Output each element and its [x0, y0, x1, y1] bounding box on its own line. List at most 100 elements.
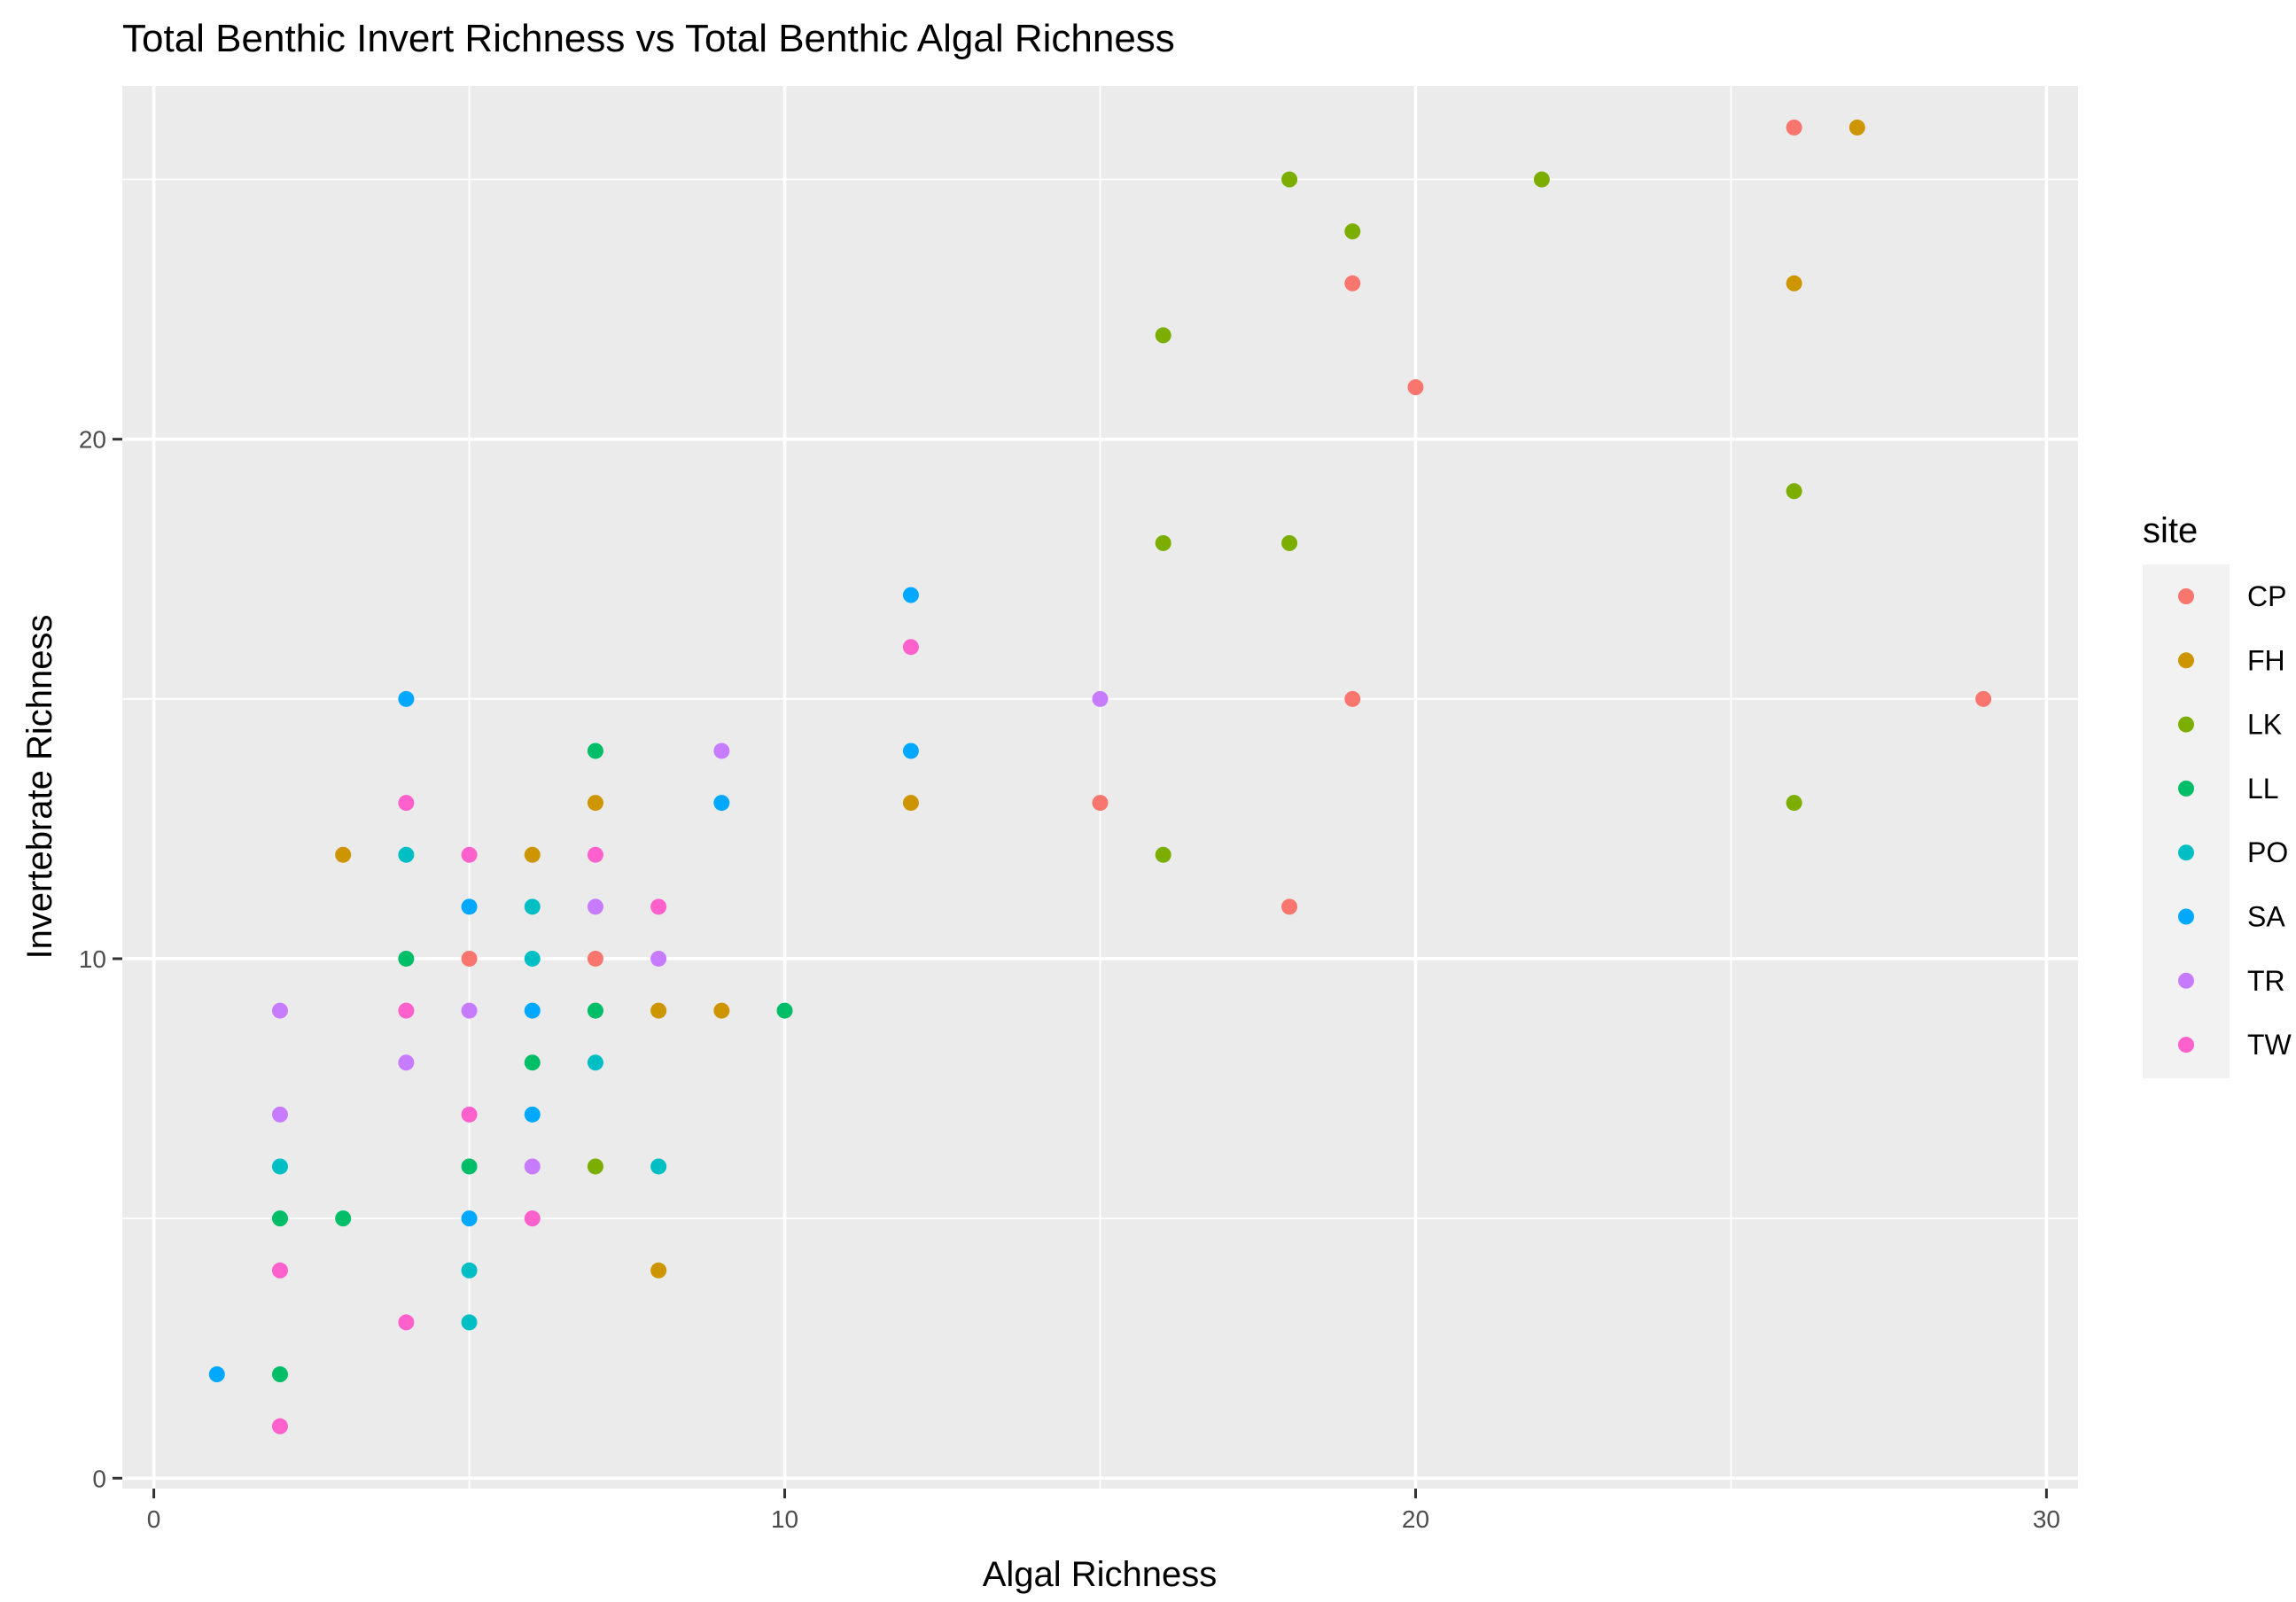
data-point-tw [398, 1314, 415, 1331]
legend-key-sa [2178, 908, 2194, 925]
minor-gridlines [122, 86, 2078, 1489]
data-point-lk [1786, 795, 1802, 812]
data-point-tr [398, 1054, 415, 1071]
data-point-ll [271, 1366, 288, 1383]
legend-key-tr [2178, 972, 2194, 989]
data-point-fh [524, 846, 541, 863]
legend-label-tr: TR [2247, 965, 2285, 997]
y-axis: 0 10 20 [79, 426, 122, 1492]
data-point-sa [461, 898, 478, 915]
data-point-cp [1786, 119, 1802, 136]
data-point-fh [650, 1262, 667, 1279]
data-point-tw [902, 639, 919, 656]
data-point-tw [398, 1002, 415, 1019]
legend-label-tw: TW [2247, 1029, 2292, 1061]
legend-key-fh [2178, 652, 2194, 669]
y-tick-label: 10 [79, 945, 106, 973]
data-point-lk [1344, 223, 1361, 240]
data-point-po [587, 1054, 603, 1071]
data-point-sa [398, 690, 415, 707]
data-point-cp [461, 950, 478, 967]
x-tick-label: 20 [1402, 1505, 1429, 1533]
data-point-cp [1344, 275, 1361, 292]
legend-label-po: PO [2247, 836, 2288, 868]
data-point-tw [461, 1106, 478, 1123]
data-point-cp [1281, 898, 1298, 915]
data-point-sa [524, 1002, 541, 1019]
x-axis-title: Algal Richness [983, 1555, 1218, 1594]
legend-title: site [2143, 511, 2198, 550]
data-point-tw [398, 795, 415, 812]
x-tick-label: 30 [2033, 1505, 2060, 1533]
legend-label-cp: CP [2247, 580, 2286, 612]
data-point-tw [461, 846, 478, 863]
data-point-sa [713, 795, 730, 812]
data-point-tr [650, 950, 667, 967]
legend-key-lk [2178, 716, 2194, 733]
legend-label-sa: SA [2247, 901, 2285, 933]
data-point-sa [208, 1366, 225, 1383]
data-point-ll [776, 1002, 793, 1019]
data-point-lk [1155, 534, 1171, 551]
legend-key-po [2178, 844, 2194, 861]
data-point-fh [335, 846, 352, 863]
data-point-po [524, 950, 541, 967]
data-point-lk [1786, 483, 1802, 500]
data-point-lk [1281, 534, 1298, 551]
data-point-ll [271, 1210, 288, 1227]
data-point-tw [587, 846, 603, 863]
data-point-ll [335, 1210, 352, 1227]
legend-key-cp [2178, 588, 2194, 604]
y-tick-label: 20 [79, 426, 106, 454]
data-points [208, 119, 1992, 1435]
data-point-tr [1092, 690, 1109, 707]
legend-key-ll [2178, 780, 2194, 797]
data-point-fh [713, 1002, 730, 1019]
major-gridlines [122, 86, 2078, 1489]
data-point-po [398, 846, 415, 863]
data-point-cp [1975, 690, 1992, 707]
data-point-sa [461, 1210, 478, 1227]
data-point-cp [587, 950, 603, 967]
data-point-lk [1533, 171, 1550, 188]
data-point-tr [524, 1158, 541, 1175]
chart-title: Total Benthic Invert Richness vs Total B… [122, 17, 1175, 60]
data-point-tw [524, 1210, 541, 1227]
data-point-lk [1155, 327, 1171, 344]
data-point-ll [461, 1158, 478, 1175]
data-point-fh [650, 1002, 667, 1019]
data-point-tw [271, 1418, 288, 1435]
data-point-ll [587, 1002, 603, 1019]
data-point-sa [524, 1106, 541, 1123]
legend-key-background [2143, 564, 2230, 1078]
legend-label-fh: FH [2247, 644, 2285, 676]
legend-key-tw [2178, 1037, 2194, 1054]
x-tick-label: 10 [771, 1505, 798, 1533]
data-point-fh [587, 795, 603, 812]
data-point-ll [587, 743, 603, 759]
data-point-lk [1281, 171, 1298, 188]
data-point-tr [587, 898, 603, 915]
data-point-tr [461, 1002, 478, 1019]
data-point-lk [1155, 846, 1171, 863]
data-point-po [461, 1314, 478, 1331]
data-point-cp [1344, 690, 1361, 707]
data-point-po [271, 1158, 288, 1175]
data-point-po [461, 1262, 478, 1279]
legend: site CP FH LK LL PO SA TR TW [2143, 511, 2292, 1078]
data-point-fh [1848, 119, 1865, 136]
x-tick-label: 0 [147, 1505, 161, 1533]
data-point-lk [587, 1158, 603, 1175]
data-point-ll [524, 1054, 541, 1071]
y-axis-title: Invertebrate Richness [20, 614, 59, 959]
data-point-tr [713, 743, 730, 759]
legend-label-ll: LL [2247, 773, 2279, 805]
data-point-cp [1092, 795, 1109, 812]
data-point-po [650, 1158, 667, 1175]
legend-label-lk: LK [2247, 709, 2282, 741]
data-point-tr [271, 1106, 288, 1123]
y-tick-label: 0 [92, 1465, 106, 1492]
data-point-tw [650, 898, 667, 915]
data-point-po [524, 898, 541, 915]
